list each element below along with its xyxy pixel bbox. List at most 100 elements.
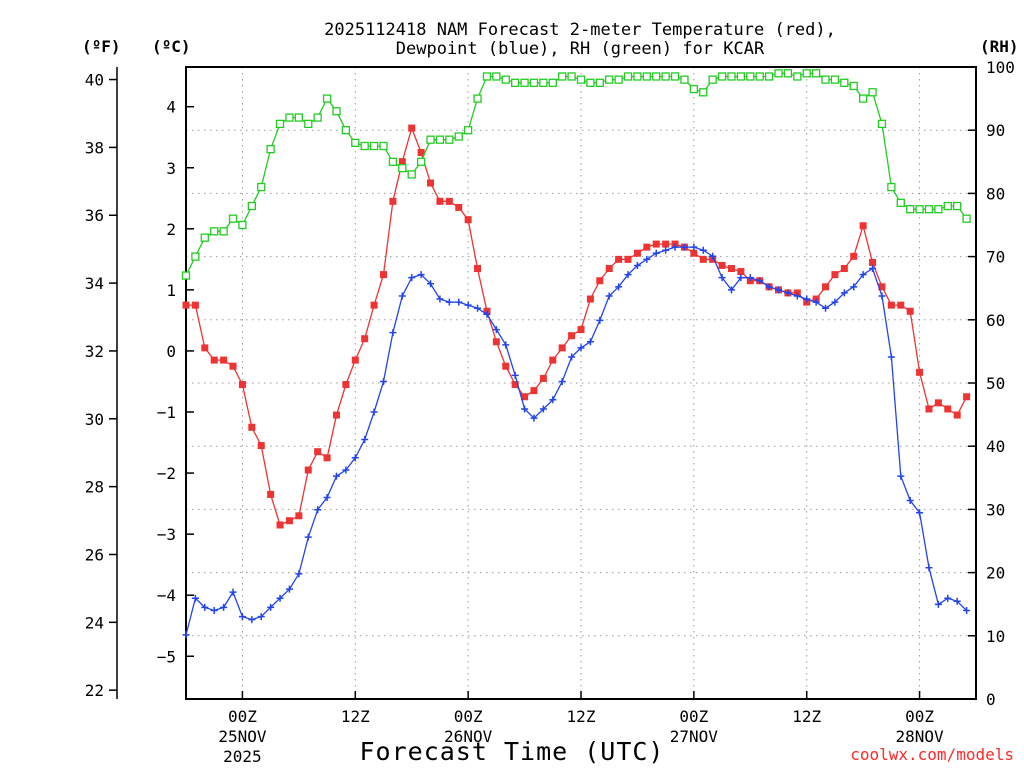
temperature-point bbox=[897, 301, 905, 309]
temperature-point bbox=[445, 197, 453, 205]
rh-point bbox=[849, 81, 858, 91]
rh-point bbox=[511, 78, 520, 87]
temperature-point bbox=[389, 197, 397, 205]
temperature-point bbox=[906, 307, 914, 315]
temperature-point bbox=[859, 222, 867, 230]
dewpoint-point bbox=[323, 493, 331, 501]
chart-title-line2: Dewpoint (blue), RH (green) for KCAR bbox=[396, 39, 765, 59]
dewpoint-point bbox=[248, 616, 256, 624]
temperature-point bbox=[831, 271, 839, 279]
dewpoint-point bbox=[906, 497, 914, 505]
dewpoint-point bbox=[417, 271, 425, 279]
rh-point bbox=[953, 201, 962, 211]
temperature-point bbox=[492, 338, 500, 346]
dewpoint-point bbox=[934, 600, 942, 608]
fahrenheit-tick-label: 26 bbox=[85, 545, 104, 564]
dewpoint-point bbox=[944, 594, 952, 602]
rh-point bbox=[670, 72, 680, 81]
dewpoint-point bbox=[257, 613, 265, 621]
temperature-point bbox=[850, 252, 858, 260]
rh-point bbox=[257, 182, 266, 192]
dewpoint-point bbox=[963, 606, 971, 614]
credit-label: coolwx.com/models bbox=[850, 745, 1014, 764]
rh-point bbox=[877, 119, 887, 129]
temperature-point bbox=[332, 411, 340, 419]
rh-point bbox=[529, 78, 539, 87]
rh-point bbox=[558, 72, 567, 81]
rh-point bbox=[811, 69, 821, 78]
dewpoint-point bbox=[201, 603, 209, 611]
rh-point bbox=[191, 252, 200, 261]
time-tick-label: 12Z bbox=[567, 707, 596, 726]
rh-tick-label: 80 bbox=[986, 184, 1005, 203]
rh-point bbox=[285, 113, 294, 122]
dewpoint-point bbox=[925, 564, 933, 572]
dewpoint-point bbox=[285, 585, 293, 593]
celsius-tick-label: 4 bbox=[166, 98, 176, 117]
rh-point bbox=[708, 75, 717, 84]
rh-point bbox=[501, 75, 510, 84]
rh-point bbox=[369, 141, 379, 151]
dewpoint-point bbox=[718, 274, 726, 282]
temperature-point bbox=[248, 423, 256, 431]
temperature-point bbox=[304, 466, 312, 474]
rh-point bbox=[896, 198, 905, 208]
celsius-tick-label: −1 bbox=[157, 403, 176, 422]
temperature-point bbox=[549, 356, 557, 364]
dewpoint-point bbox=[633, 261, 641, 269]
rh-tick-label: 10 bbox=[986, 627, 1005, 646]
temperature-point bbox=[267, 490, 275, 498]
temperature-point bbox=[690, 249, 698, 257]
temperature-point bbox=[633, 249, 641, 257]
rh-point bbox=[830, 75, 840, 84]
rh-point bbox=[210, 227, 219, 236]
dewpoint-point bbox=[389, 329, 397, 337]
dewpoint-point bbox=[765, 283, 773, 291]
dewpoint-point bbox=[483, 310, 491, 318]
dewpoint-point bbox=[530, 414, 538, 422]
rh-point bbox=[717, 72, 727, 81]
dewpoint-point bbox=[615, 283, 623, 291]
temperature-point bbox=[314, 448, 322, 456]
rh-point bbox=[463, 126, 473, 135]
dewpoint-point bbox=[568, 353, 576, 361]
dewpoint-point bbox=[887, 353, 895, 361]
rh-point bbox=[642, 72, 651, 81]
dewpoint-point bbox=[869, 265, 877, 273]
temperature-point bbox=[370, 301, 378, 309]
dewpoint-point bbox=[464, 301, 472, 309]
date-tick-label: 26NOV bbox=[444, 727, 493, 746]
rh-point bbox=[407, 170, 416, 179]
temperature-point bbox=[285, 517, 293, 525]
temperature-point bbox=[878, 283, 886, 291]
series-line bbox=[185, 72, 968, 276]
rh-point bbox=[783, 69, 793, 78]
rh-point bbox=[445, 135, 454, 144]
dewpoint-point bbox=[831, 298, 839, 306]
rh-point bbox=[605, 75, 614, 84]
rh-point bbox=[219, 227, 228, 236]
dewpoint-point bbox=[812, 298, 820, 306]
rh-point bbox=[858, 94, 868, 103]
dewpoint-point bbox=[351, 454, 359, 462]
rh-point bbox=[680, 75, 689, 84]
rh-point bbox=[755, 72, 764, 81]
temperature-point bbox=[925, 405, 933, 413]
dewpoint-point bbox=[916, 509, 924, 517]
rh-point bbox=[943, 201, 952, 211]
temperature-point bbox=[408, 124, 416, 132]
rh-point bbox=[924, 205, 934, 214]
time-tick-label: 12Z bbox=[341, 707, 370, 726]
temperature-point bbox=[916, 368, 924, 376]
rh-tick-label: 100 bbox=[986, 58, 1015, 77]
dewpoint-point bbox=[746, 274, 754, 282]
rh-point bbox=[351, 138, 360, 147]
rh-point bbox=[181, 271, 191, 280]
dewpoint-point bbox=[662, 246, 670, 254]
dewpoint-point bbox=[436, 295, 444, 303]
dewpoint-point bbox=[361, 435, 369, 443]
rh-point bbox=[341, 126, 351, 135]
rh-point bbox=[416, 157, 426, 166]
dewpoint-point bbox=[840, 289, 848, 297]
rh-point bbox=[764, 72, 774, 81]
